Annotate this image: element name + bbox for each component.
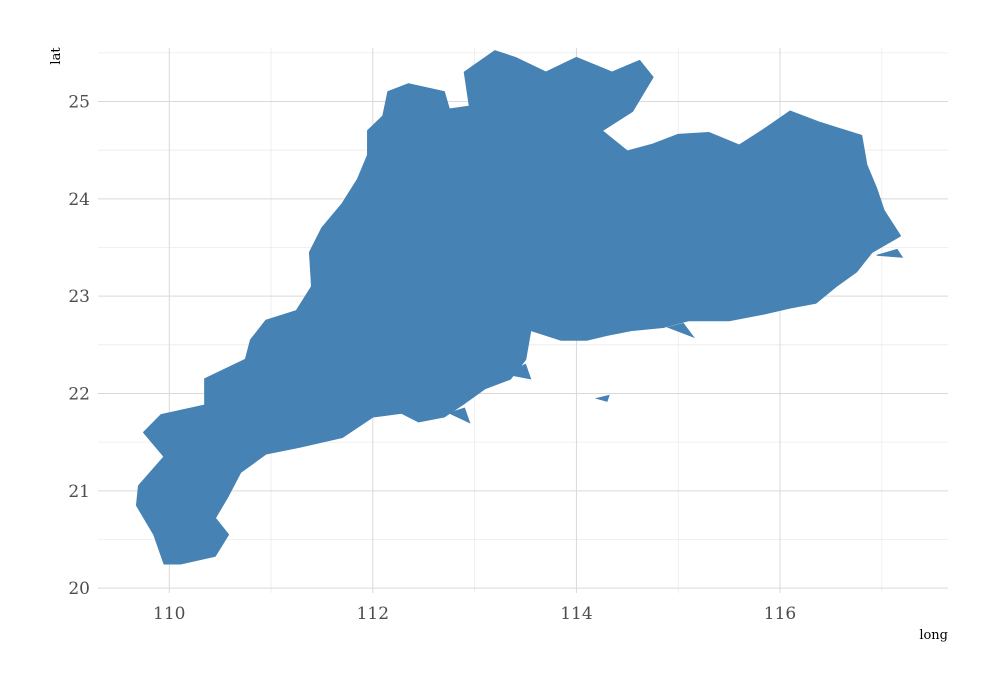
x-tick-label: 110 (153, 604, 185, 624)
y-axis-title: lat (49, 47, 64, 65)
mainland-region (135, 50, 901, 565)
y-tick-label: 24 (68, 190, 90, 210)
y-tick-label: 20 (68, 579, 90, 599)
y-tick-label: 21 (68, 482, 90, 502)
island-3 (876, 248, 904, 258)
x-tick-labels: 110 112 114 116 (153, 604, 796, 624)
x-axis-title: long (919, 628, 948, 643)
island-2 (447, 407, 471, 424)
x-tick-label: 116 (764, 604, 796, 624)
y-tick-labels: 20 21 22 23 24 25 (68, 93, 90, 600)
map-regions (135, 50, 904, 565)
x-tick-label: 112 (357, 604, 389, 624)
island-1 (503, 363, 532, 380)
y-tick-label: 23 (68, 287, 90, 307)
island-4 (594, 394, 610, 402)
y-tick-label: 22 (68, 384, 90, 404)
y-tick-label: 25 (68, 93, 90, 113)
island-0 (666, 322, 695, 339)
x-tick-label: 114 (560, 604, 592, 624)
